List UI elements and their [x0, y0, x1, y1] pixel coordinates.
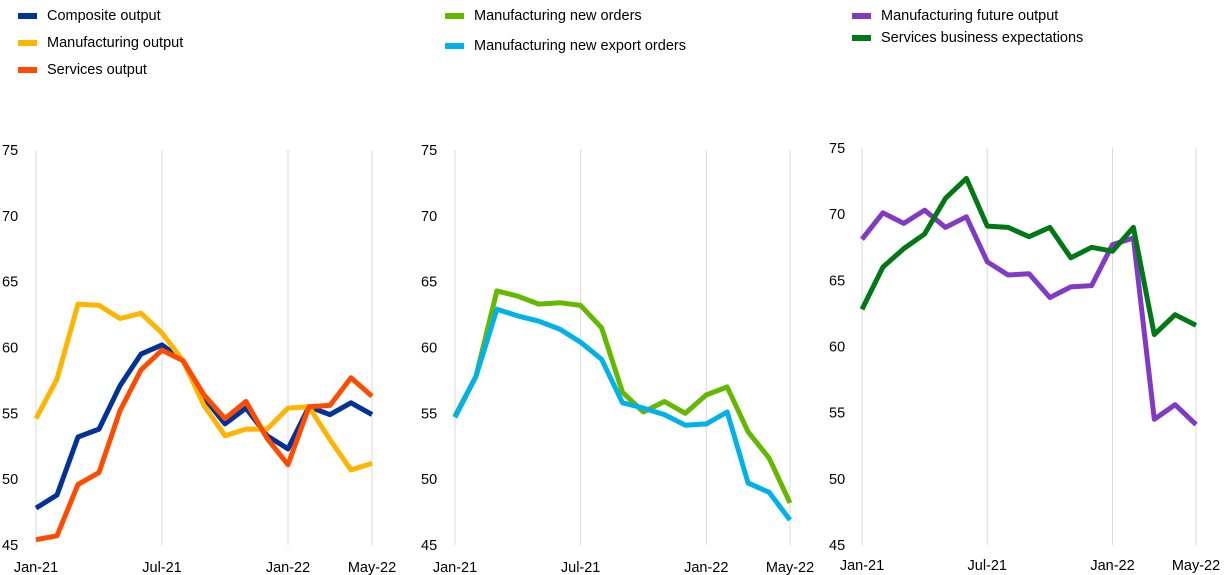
- x-axis: Jan-21 Jul-21 Jan-22 May-22: [433, 560, 814, 575]
- x-tick-label: Jan-21: [840, 558, 884, 574]
- y-tick-label: 50: [421, 472, 437, 488]
- x-axis: Jan-21 Jul-21 Jan-22 May-22: [14, 560, 396, 575]
- y-tick-label: 60: [2, 341, 18, 357]
- legend-swatch: [18, 67, 37, 73]
- legend-swatch: [852, 13, 871, 19]
- x-tick-label: Jan-22: [266, 560, 310, 575]
- legend-item-manufacturing-future-output: Manufacturing future output: [852, 8, 1058, 24]
- y-tick-label: 55: [2, 406, 18, 422]
- legend-label: Services output: [47, 62, 147, 78]
- y-tick-label: 55: [829, 406, 845, 422]
- y-tick-label: 75: [2, 143, 18, 159]
- y-tick-label: 75: [829, 141, 845, 157]
- x-axis: Jan-21 Jul-21 Jan-22 May-22: [840, 558, 1220, 574]
- y-tick-label: 65: [829, 273, 845, 289]
- x-tick-label: Jan-22: [1090, 558, 1134, 574]
- legend-item-manufacturing-new-orders: Manufacturing new orders: [445, 8, 642, 24]
- gridlines: [454, 150, 791, 545]
- legend-swatch: [18, 40, 37, 46]
- y-tick-label: 70: [421, 209, 437, 225]
- y-tick-label: 65: [421, 275, 437, 291]
- y-tick-label: 60: [829, 340, 845, 356]
- y-tick-label: 70: [829, 207, 845, 223]
- series-line-manufacturing-new-export-orders: [452, 306, 792, 522]
- y-axis: 45 50 55 60 65 70 75: [829, 141, 845, 554]
- legend-item-composite-output: Composite output: [18, 8, 161, 24]
- chart-panel-3: 45 50 55 60 65 70 75 Jan-21 Jul-21 Jan-22 May-22: [829, 141, 1220, 574]
- x-tick-label: May-22: [1172, 558, 1220, 574]
- legend-item-manufacturing-new-export-orders: Manufacturing new export orders: [445, 38, 686, 54]
- legend-label: Services business expectations: [881, 30, 1084, 46]
- y-tick-label: 75: [421, 143, 437, 159]
- legend-label: Manufacturing new export orders: [474, 38, 686, 54]
- legend-item-services-output: Services output: [18, 62, 147, 78]
- legend-swatch: [445, 13, 464, 19]
- y-tick-label: 70: [2, 209, 18, 225]
- y-tick-label: 45: [829, 538, 845, 554]
- y-tick-label: 45: [2, 538, 18, 554]
- x-tick-label: Jul-21: [561, 560, 601, 575]
- legend-item-services-business-expectations: Services business expectations: [852, 30, 1083, 46]
- gridlines: [861, 148, 1197, 545]
- legend-label: Manufacturing new orders: [474, 8, 642, 24]
- y-tick-label: 55: [421, 406, 437, 422]
- series-line-services-business-expectations: [859, 175, 1198, 338]
- x-tick-label: May-22: [766, 560, 814, 575]
- series-line-manufacturing-future-output: [860, 207, 1198, 427]
- y-axis: 45 50 55 60 65 70 75: [421, 143, 437, 554]
- x-tick-label: Jul-21: [142, 560, 182, 575]
- series-line-services-output: [35, 347, 374, 543]
- x-tick-label: Jan-21: [433, 560, 477, 575]
- x-tick-label: Jan-21: [14, 560, 58, 575]
- y-tick-label: 50: [829, 472, 845, 488]
- y-axis: 45 50 55 60 65 70 75: [2, 143, 18, 554]
- chart-panel-2: 45 50 55 60 65 70 75 Jan-21 Jul-21 Jan-22 May-22: [421, 143, 814, 575]
- legend-swatch: [445, 43, 464, 49]
- y-tick-label: 60: [421, 341, 437, 357]
- legend-swatch: [18, 13, 37, 19]
- legend-label: Manufacturing output: [47, 35, 184, 51]
- x-tick-label: Jul-21: [968, 558, 1008, 574]
- x-tick-label: Jan-22: [684, 560, 728, 575]
- legend-label: Composite output: [47, 8, 161, 24]
- y-tick-label: 65: [2, 275, 18, 291]
- gridlines: [35, 150, 373, 545]
- y-tick-label: 45: [421, 538, 437, 554]
- series-line-manufacturing-output: [33, 301, 373, 473]
- chart-panel-1: 45 50 55 60 65 70 75 Jan-21 Jul-21 Jan-22 May-22: [2, 143, 396, 575]
- x-tick-label: May-22: [348, 560, 396, 575]
- legend-item-manufacturing-output: Manufacturing output: [18, 35, 183, 51]
- y-tick-label: 50: [2, 472, 18, 488]
- legend-swatch: [852, 35, 871, 41]
- series-line-manufacturing-new-orders: [452, 288, 793, 504]
- legend-label: Manufacturing future output: [881, 8, 1059, 24]
